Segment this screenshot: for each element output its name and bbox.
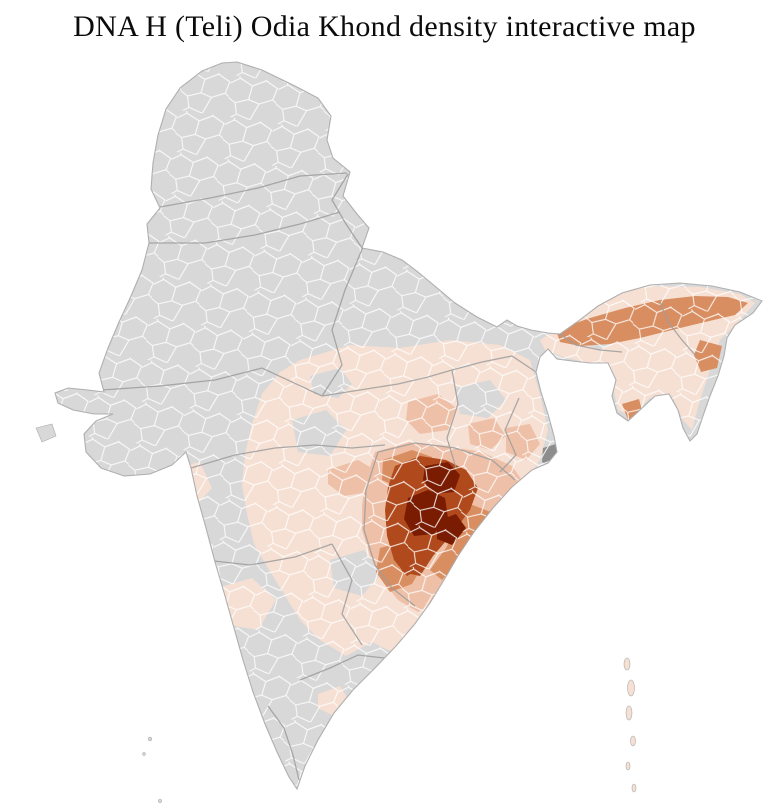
lakshadweep-island[interactable]: [158, 799, 162, 803]
andaman-island[interactable]: [623, 657, 631, 671]
lakshadweep-island[interactable]: [142, 752, 146, 756]
andaman-island[interactable]: [625, 705, 633, 721]
coastline: [54, 61, 763, 791]
andaman-island-chain[interactable]: [623, 657, 637, 793]
lakshadweep-island[interactable]: [147, 736, 153, 742]
lakshadweep-island-group[interactable]: [142, 736, 162, 803]
andaman-island[interactable]: [625, 761, 631, 771]
kutch-west-islet[interactable]: [35, 423, 57, 443]
andaman-island[interactable]: [631, 783, 637, 793]
district-grid-overlay: [55, 62, 762, 789]
andaman-island[interactable]: [627, 679, 635, 697]
andaman-island[interactable]: [630, 735, 636, 747]
state-border-lines: [101, 172, 697, 781]
